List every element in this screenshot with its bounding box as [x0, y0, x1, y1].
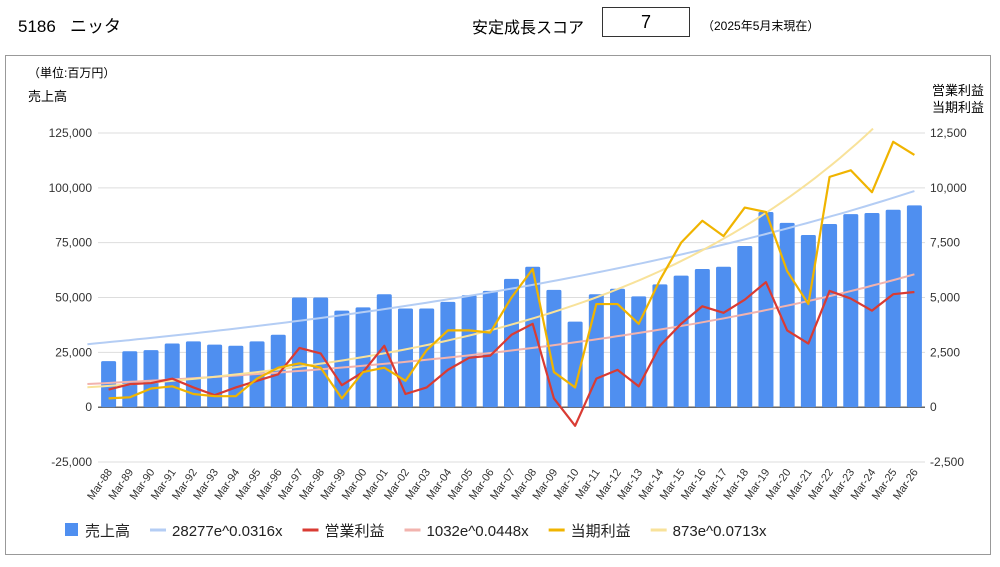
y-tick-right: 0	[930, 400, 937, 414]
bar-sales	[122, 351, 138, 408]
y-tick-right: 7,500	[930, 236, 960, 250]
y-tick-left: 0	[85, 400, 92, 414]
legend-label: 28277e^0.0316x	[172, 523, 283, 540]
bar-sales	[546, 289, 562, 408]
y-tick-right: 2,500	[930, 345, 960, 359]
trendline	[87, 127, 874, 389]
bar-sales	[270, 334, 286, 408]
bar-sales	[419, 308, 435, 408]
bar-sales	[673, 275, 689, 408]
bar-sales	[461, 295, 477, 408]
stock-code: 5186	[18, 17, 56, 36]
y-tick-left: 100,000	[49, 181, 93, 195]
y-tick-left: 75,000	[55, 236, 92, 250]
left-axis-title: 売上高	[28, 89, 67, 104]
bar-sales	[185, 341, 201, 408]
bar-sales	[397, 308, 413, 408]
y-tick-left: 25,000	[55, 345, 92, 359]
bar-sales	[822, 224, 838, 408]
chart-frame	[5, 55, 991, 555]
bar-sales	[610, 288, 626, 408]
line-operating-profit	[108, 281, 915, 427]
y-tick-left: 125,000	[49, 126, 93, 140]
y-tick-left: 50,000	[55, 291, 92, 305]
bar-sales	[843, 214, 859, 408]
y-tick-right: 10,000	[930, 181, 967, 195]
bar-sales	[504, 278, 519, 408]
score-label: 安定成長スコア	[472, 20, 585, 37]
bar-sales	[440, 301, 456, 408]
unit-label: （単位:百万円）	[28, 65, 115, 80]
bar-sales	[906, 205, 922, 408]
bar-sales	[779, 222, 795, 408]
legend-label: 1032e^0.0448x	[427, 523, 530, 540]
as-of-date: （2025年5月末現在）	[702, 19, 820, 33]
bar-sales	[800, 234, 816, 408]
bar-sales	[164, 343, 180, 408]
line-net-profit	[108, 140, 915, 400]
y-tick-right: 12,500	[930, 126, 967, 140]
trendline	[87, 190, 915, 346]
legend-swatch	[65, 523, 78, 536]
y-tick-right: -2,500	[930, 455, 964, 469]
bar-sales	[885, 209, 901, 408]
bar-sales	[291, 297, 307, 408]
legend-label: 873e^0.0713x	[673, 523, 767, 540]
score-value: 7	[602, 7, 690, 37]
bar-sales	[143, 350, 159, 408]
y-tick-right: 5,000	[930, 291, 960, 305]
right-axis-title: 営業利益	[932, 83, 984, 98]
y-tick-left: -25,000	[51, 455, 92, 469]
right-axis-title: 当期利益	[932, 100, 984, 115]
legend-label: 当期利益	[571, 523, 631, 540]
bar-sales	[482, 290, 498, 408]
bar-sales	[376, 294, 392, 408]
company-title: 5186 ニッタ	[18, 12, 121, 37]
bar-sales	[694, 268, 710, 408]
bar-sales	[716, 266, 732, 408]
legend-label: 営業利益	[325, 523, 385, 540]
company-name: ニッタ	[70, 17, 121, 36]
legend-label: 売上高	[85, 523, 130, 540]
bar-sales	[737, 245, 753, 408]
bar-sales	[101, 361, 117, 408]
bar-sales	[525, 266, 541, 408]
